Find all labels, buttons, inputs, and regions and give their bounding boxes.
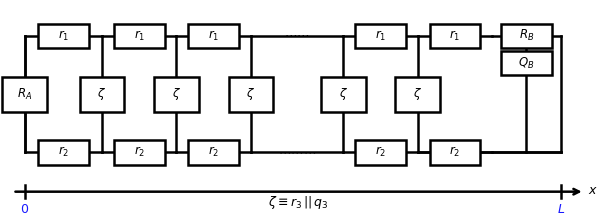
Text: $x$: $x$ [587,184,598,197]
Text: $r_1$: $r_1$ [449,29,461,43]
Text: $r_1$: $r_1$ [375,29,386,43]
Text: $0$: $0$ [20,203,29,216]
Text: $r_1$: $r_1$ [58,29,69,43]
Bar [114,23,164,48]
Text: $R_A$: $R_A$ [17,87,32,102]
Bar [395,77,440,111]
Bar [430,23,480,48]
Text: $r_2$: $r_2$ [134,145,145,159]
Text: $\zeta$: $\zeta$ [339,86,348,102]
Text: $\cdots\cdots$: $\cdots\cdots$ [284,28,310,42]
Bar [38,140,89,165]
Text: $L$: $L$ [557,203,565,216]
Bar [229,77,273,111]
Bar [501,51,552,76]
Bar [430,140,480,165]
Text: $\zeta$: $\zeta$ [413,86,422,102]
Text: $\zeta$: $\zeta$ [97,86,106,102]
Text: $r_2$: $r_2$ [208,145,220,159]
Text: $\zeta$: $\zeta$ [172,86,181,102]
Bar [154,77,199,111]
Text: $r_2$: $r_2$ [449,145,461,159]
Bar [38,23,89,48]
Bar [80,77,124,111]
Bar [2,77,47,111]
Text: $r_2$: $r_2$ [58,145,69,159]
Bar [188,140,239,165]
Text: $r_1$: $r_1$ [134,29,145,43]
Text: $\zeta \equiv r_3\,||\,q_3$: $\zeta \equiv r_3\,||\,q_3$ [268,194,329,211]
Bar [188,23,239,48]
Text: $R_B$: $R_B$ [519,28,534,43]
Text: $Q_B$: $Q_B$ [518,56,535,71]
Bar [355,140,406,165]
Text: $r_2$: $r_2$ [375,145,386,159]
Bar [321,77,365,111]
Bar [501,23,552,48]
Text: $\zeta$: $\zeta$ [247,86,256,102]
Bar [114,140,164,165]
Text: $\cdots\cdots\cdots$: $\cdots\cdots\cdots$ [278,145,316,158]
Bar [355,23,406,48]
Text: $r_1$: $r_1$ [208,29,220,43]
